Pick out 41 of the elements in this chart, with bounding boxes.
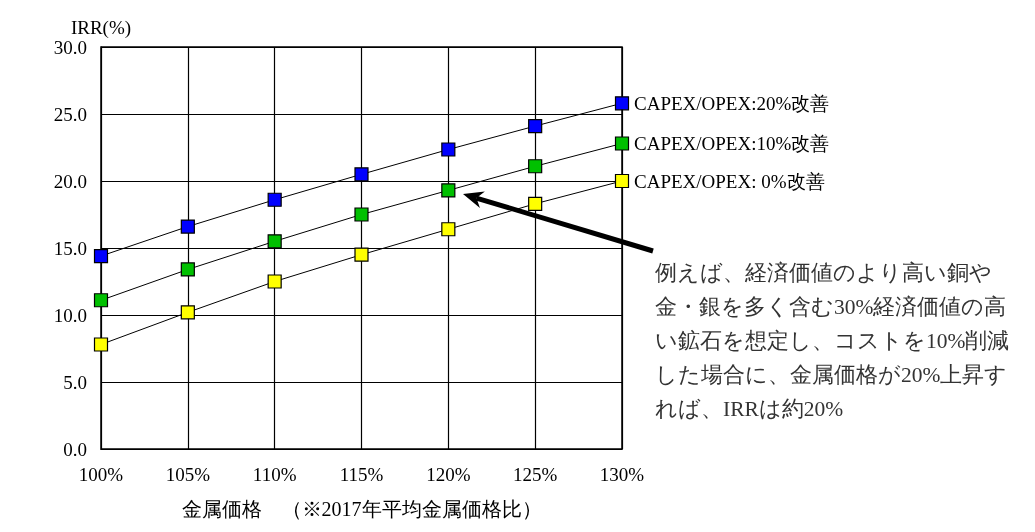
y-tick-label: 10.0 <box>53 304 87 326</box>
x-tick-label: 115% <box>339 464 384 485</box>
y-tick-label: 5.0 <box>63 371 87 393</box>
point <box>528 118 543 134</box>
x-tick-label: 105% <box>165 464 211 485</box>
x-tick-label: 125% <box>513 464 558 485</box>
x-tick-label: 100% <box>78 464 124 485</box>
point <box>614 136 630 151</box>
point <box>441 142 456 157</box>
y-axis-title: IRR(%) <box>70 17 132 39</box>
y-tick-label: 25.0 <box>53 103 87 125</box>
x-tick-label: 130% <box>599 464 645 485</box>
series-label: CAPEX/OPEX: 0%改善 <box>634 170 825 192</box>
point <box>180 219 195 234</box>
y-tick-label: 0.0 <box>63 438 87 460</box>
point <box>354 207 369 222</box>
y-tick-label: 15.0 <box>53 237 87 259</box>
point <box>93 337 109 352</box>
y-tick-label: 20.0 <box>53 170 87 192</box>
point <box>614 96 630 111</box>
point <box>354 247 369 262</box>
point <box>528 196 543 211</box>
point <box>441 222 456 237</box>
series-label: CAPEX/OPEX:10%改善 <box>634 132 830 154</box>
point <box>267 234 282 249</box>
text: 例えば、経済価値のより高い銅や金・銀を多く含む30%経済価値の高い鉱石を想定し、コストを10%削減した場合に、金属価格が20%上昇すれば、IRRは約20% <box>655 261 1010 421</box>
x-axis-title: 金属価格 （※2017年平均金属価格比） <box>181 498 542 520</box>
y-tick-label: 30.0 <box>53 36 87 58</box>
x-tick-label: 110% <box>252 464 297 485</box>
series-label: CAPEX/OPEX:20%改善 <box>634 92 830 114</box>
point <box>93 248 109 264</box>
point <box>614 173 630 189</box>
point <box>180 305 195 320</box>
point <box>528 159 543 174</box>
point <box>180 262 195 277</box>
point <box>267 274 282 289</box>
point <box>93 293 109 308</box>
point <box>354 167 369 182</box>
point <box>267 192 282 207</box>
x-tick-label: 120% <box>426 464 471 485</box>
point <box>441 183 456 198</box>
